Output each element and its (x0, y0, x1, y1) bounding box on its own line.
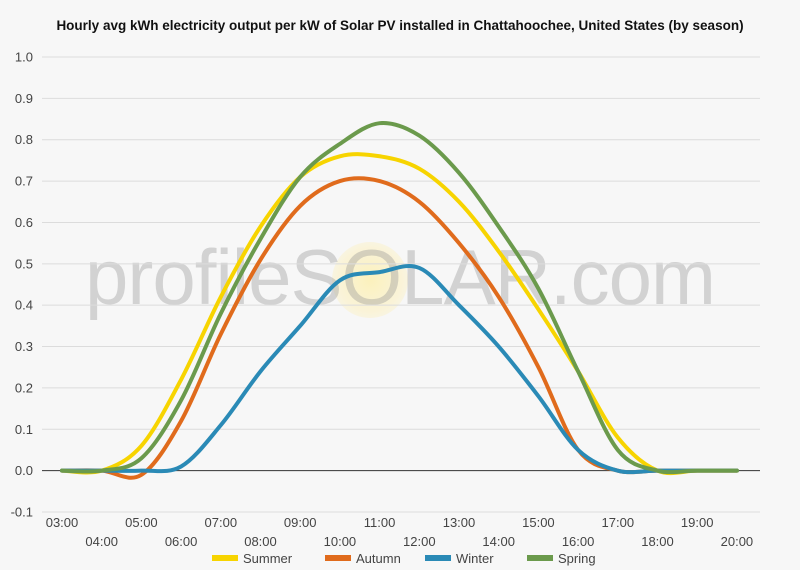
legend: Summer Autumn Winter Spring (212, 551, 596, 566)
y-tick-label: 0.4 (15, 298, 33, 313)
y-tick-label: 0.9 (15, 91, 33, 106)
legend-item-winter[interactable]: Winter (425, 551, 494, 566)
legend-swatch (212, 555, 238, 561)
x-tick-label: 17:00 (602, 515, 635, 530)
y-tick-label: 0.7 (15, 174, 33, 189)
x-tick-label: 19:00 (681, 515, 714, 530)
x-tick-label: 12:00 (403, 534, 436, 549)
x-tick-label: 13:00 (443, 515, 476, 530)
x-tick-label: 18:00 (641, 534, 674, 549)
x-tick-label: 08:00 (244, 534, 277, 549)
y-tick-label: 0.2 (15, 380, 33, 395)
x-tick-label: 06:00 (165, 534, 198, 549)
y-tick-label: 0.8 (15, 132, 33, 147)
x-tick-label: 20:00 (721, 534, 754, 549)
legend-label: Winter (456, 551, 494, 566)
y-tick-label: 0.5 (15, 256, 33, 271)
y-tick-label: 0.6 (15, 215, 33, 230)
series-lines (60, 120, 739, 480)
y-tick-label: 0.3 (15, 339, 33, 354)
x-tick-label: 07:00 (205, 515, 238, 530)
legend-label: Spring (558, 551, 596, 566)
legend-item-autumn[interactable]: Autumn (325, 551, 401, 566)
legend-swatch (325, 555, 351, 561)
legend-item-summer[interactable]: Summer (212, 551, 293, 566)
x-tick-label: 11:00 (364, 515, 396, 530)
x-tick-label: 15:00 (522, 515, 555, 530)
x-tick-label: 14:00 (482, 534, 515, 549)
y-tick-label: 0.1 (15, 422, 33, 437)
y-tick-label: 0.0 (15, 463, 33, 478)
series-line-spring (60, 120, 739, 475)
y-tick-label: 1.0 (15, 50, 33, 65)
x-tick-label: 16:00 (562, 534, 595, 549)
y-tick-label: -0.1 (11, 505, 33, 520)
x-tick-label: 10:00 (324, 534, 357, 549)
grid-lines (42, 56, 760, 513)
legend-label: Autumn (356, 551, 401, 566)
series-line-summer (60, 152, 739, 476)
x-tick-label: 03:00 (46, 515, 79, 530)
legend-item-spring[interactable]: Spring (527, 551, 596, 566)
x-axis: 03:00 04:00 05:00 06:00 07:00 08:00 09:00 10:00… (46, 515, 753, 549)
x-tick-label: 04:00 (85, 534, 118, 549)
legend-swatch (425, 555, 451, 561)
x-tick-label: 09:00 (284, 515, 317, 530)
series-line-winter (60, 263, 739, 475)
chart-title: Hourly avg kWh electricity output per kW… (56, 18, 744, 33)
legend-label: Summer (243, 551, 293, 566)
legend-swatch (527, 555, 553, 561)
x-tick-label: 05:00 (125, 515, 158, 530)
y-axis: -0.1 0.0 0.1 0.2 0.3 0.4 0.5 0.6 0.7 0.8 0.9 1.0 (11, 50, 33, 520)
